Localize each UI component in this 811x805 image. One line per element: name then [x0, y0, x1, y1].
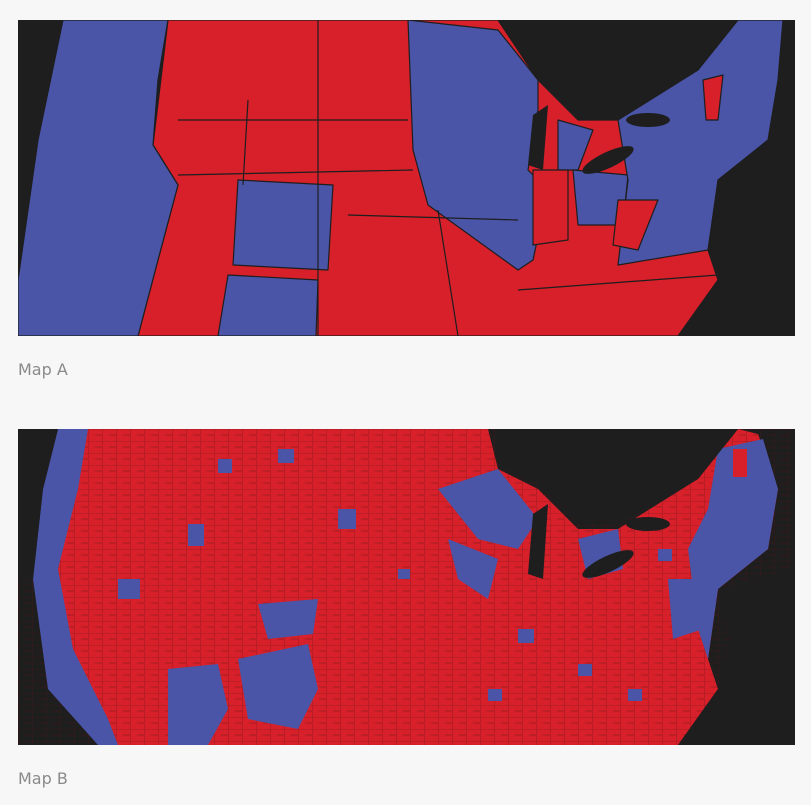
map-b	[18, 429, 795, 745]
map-a	[18, 20, 795, 336]
caption: Map A	[18, 360, 68, 379]
caption: Map B	[18, 769, 68, 788]
